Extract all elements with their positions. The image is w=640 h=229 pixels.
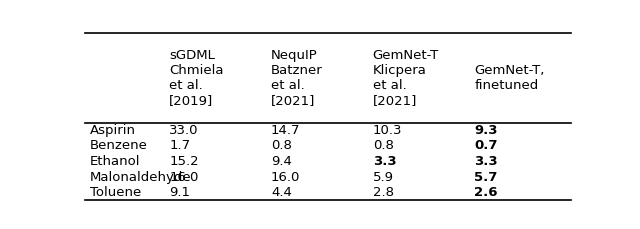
Text: 16.0: 16.0 xyxy=(169,171,198,183)
Text: 9.4: 9.4 xyxy=(271,155,292,168)
Text: 5.7: 5.7 xyxy=(474,171,498,183)
Text: 2.6: 2.6 xyxy=(474,186,498,199)
Text: 0.8: 0.8 xyxy=(271,139,292,153)
Text: 10.3: 10.3 xyxy=(372,124,402,137)
Text: Benzene: Benzene xyxy=(90,139,148,153)
Text: 9.3: 9.3 xyxy=(474,124,498,137)
Text: Aspirin: Aspirin xyxy=(90,124,136,137)
Text: 14.7: 14.7 xyxy=(271,124,300,137)
Text: 16.0: 16.0 xyxy=(271,171,300,183)
Text: 5.9: 5.9 xyxy=(372,171,394,183)
Text: 33.0: 33.0 xyxy=(169,124,199,137)
Text: Ethanol: Ethanol xyxy=(90,155,140,168)
Text: GemNet-T,
finetuned: GemNet-T, finetuned xyxy=(474,64,545,92)
Text: 4.4: 4.4 xyxy=(271,186,292,199)
Text: 2.8: 2.8 xyxy=(372,186,394,199)
Text: sGDML
Chmiela
et al.
[2019]: sGDML Chmiela et al. [2019] xyxy=(169,49,224,107)
Text: 0.7: 0.7 xyxy=(474,139,498,153)
Text: GemNet-T
Klicpera
et al.
[2021]: GemNet-T Klicpera et al. [2021] xyxy=(372,49,439,107)
Text: NequIP
Batzner
et al.
[2021]: NequIP Batzner et al. [2021] xyxy=(271,49,323,107)
Text: Toluene: Toluene xyxy=(90,186,141,199)
Text: Malonaldehyde: Malonaldehyde xyxy=(90,171,191,183)
Text: 0.8: 0.8 xyxy=(372,139,394,153)
Text: 1.7: 1.7 xyxy=(169,139,191,153)
Text: 3.3: 3.3 xyxy=(474,155,498,168)
Text: 9.1: 9.1 xyxy=(169,186,190,199)
Text: 15.2: 15.2 xyxy=(169,155,199,168)
Text: 3.3: 3.3 xyxy=(372,155,396,168)
